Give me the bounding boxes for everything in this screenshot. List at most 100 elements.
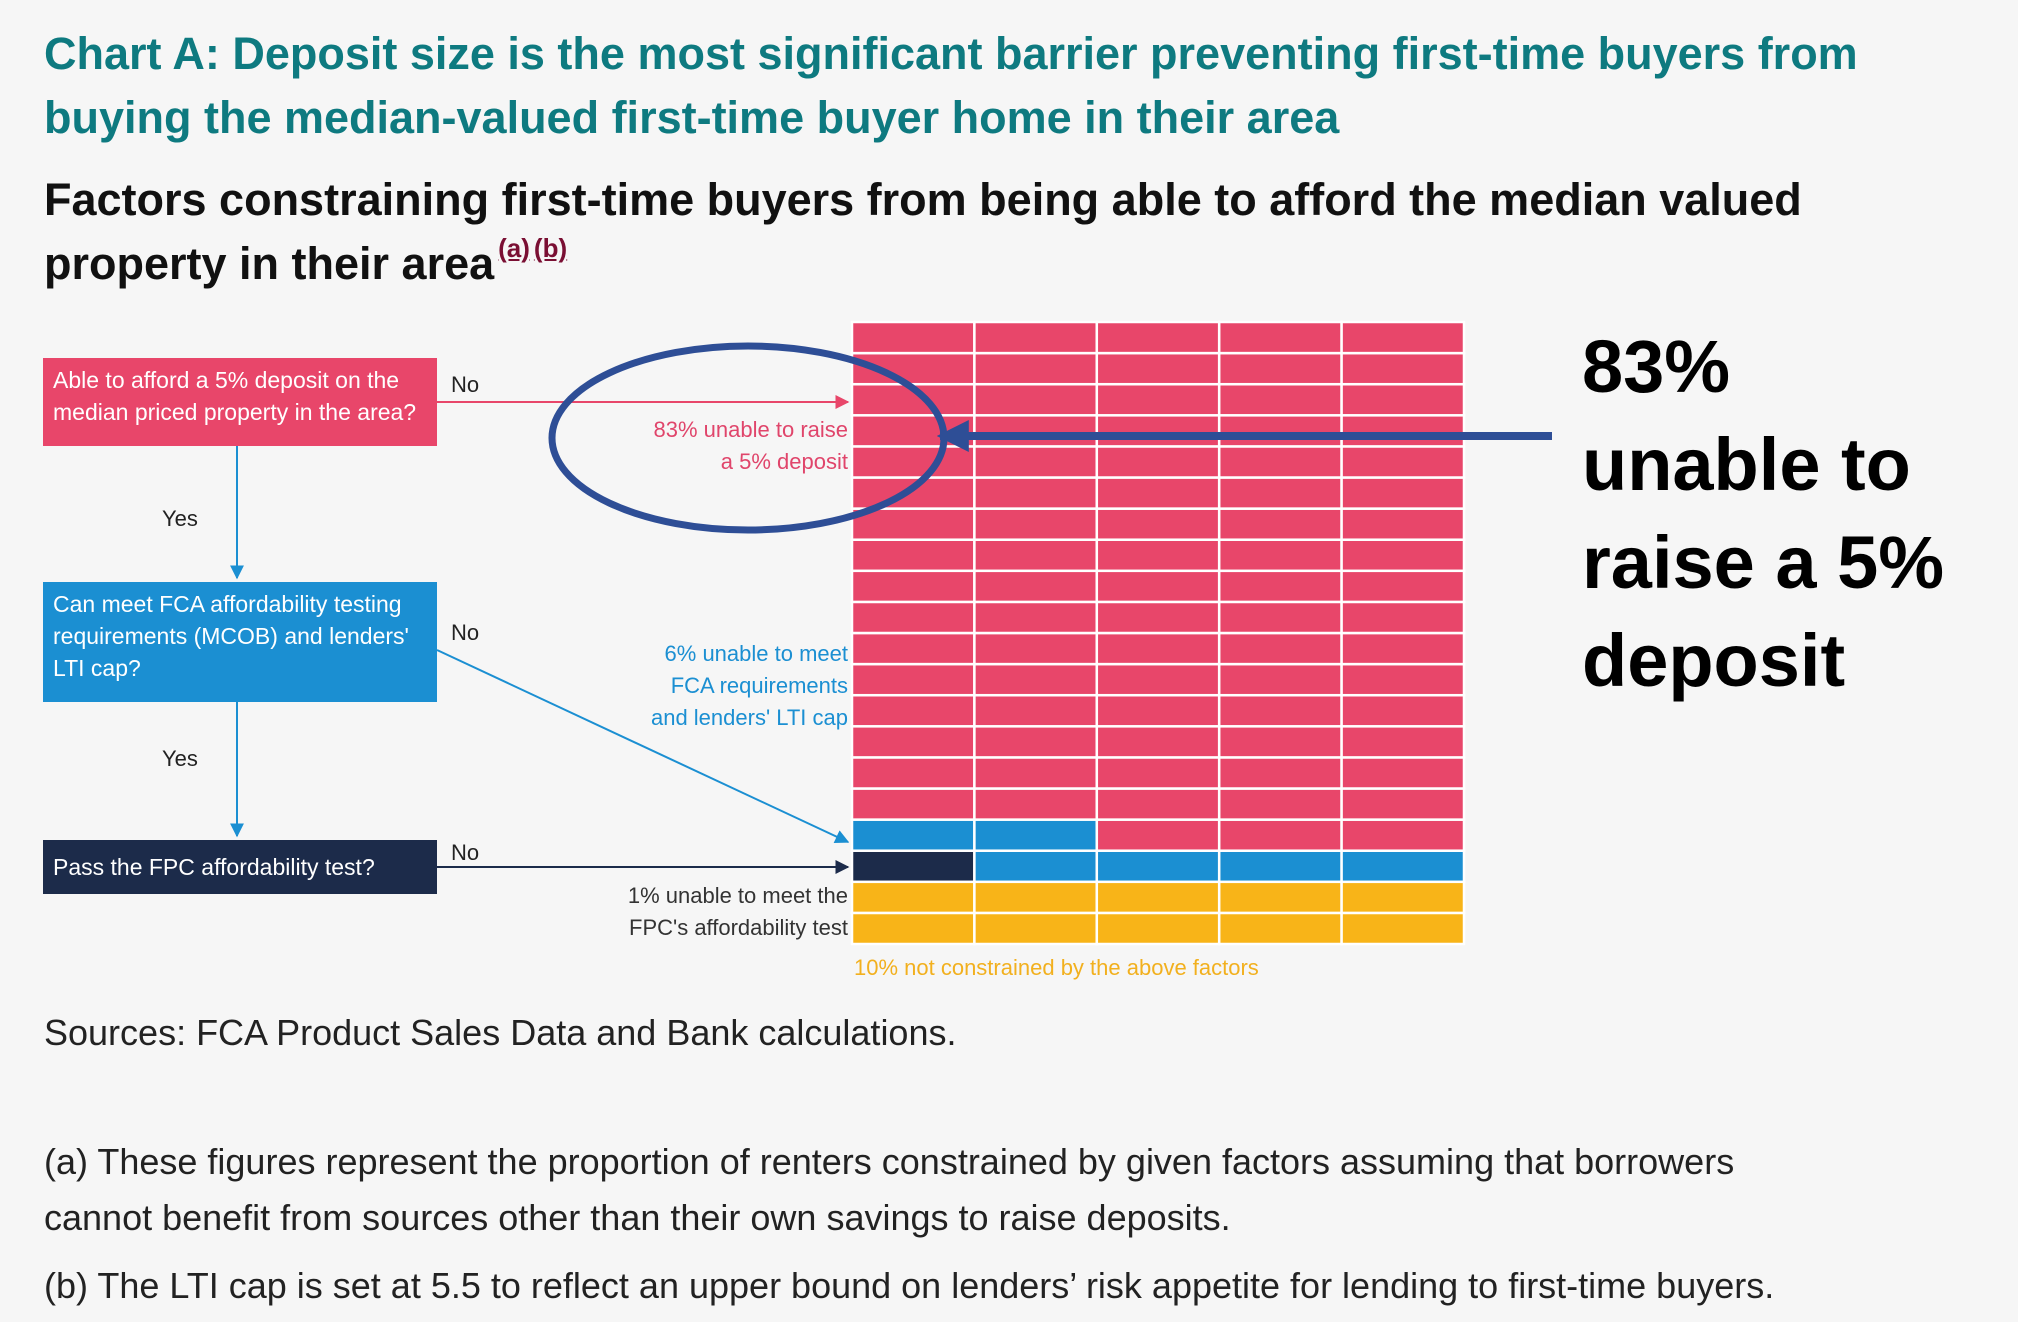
waffle-cell-deposit <box>850 662 976 697</box>
footnote-a: (a) These figures represent the proporti… <box>44 1134 2004 1246</box>
waffle-cell-deposit <box>973 725 1099 759</box>
waffle-cell-deposit <box>973 382 1099 417</box>
waffle-cell-deposit <box>973 631 1099 666</box>
chart-subtitle-text: Factors constraining first-time buyers f… <box>44 174 1802 289</box>
waffle-cell-deposit <box>1095 693 1221 728</box>
waffle-cell-deposit <box>973 787 1099 821</box>
no-label-fca: No <box>451 620 480 645</box>
waffle-cell-deposit <box>1217 507 1343 541</box>
fpc-note: 1% unable to meet the FPC's affordabilit… <box>540 880 848 944</box>
waffle-cell-deposit <box>973 569 1099 604</box>
waffle-cell-deposit <box>1095 569 1221 604</box>
waffle-cell-deposit <box>1095 662 1221 697</box>
waffle-cell-deposit <box>973 476 1099 510</box>
fpc-note-line2: FPC's affordability test <box>629 915 848 940</box>
waffle-cell-deposit <box>973 414 1099 448</box>
waffle-cell-deposit <box>1095 507 1221 541</box>
waffle-cell-deposit <box>1217 818 1343 852</box>
footnote-ref-a[interactable]: (a) <box>498 233 530 263</box>
waffle-cell-deposit <box>1340 693 1466 728</box>
yes-label-deposit: Yes <box>162 506 198 531</box>
no-label-deposit: No <box>451 372 480 397</box>
waffle-cell-deposit <box>1340 507 1466 541</box>
waffle-cell-deposit <box>850 725 976 759</box>
waffle-cell-deposit <box>1217 445 1343 479</box>
waffle-cell-deposit <box>850 538 976 573</box>
waffle-cell-deposit <box>1095 382 1221 417</box>
waffle-cell-deposit <box>850 631 976 666</box>
waffle-cell-deposit <box>973 600 1099 635</box>
waffle-cell-deposit <box>1217 538 1343 573</box>
waffle-cell-deposit <box>973 507 1099 541</box>
waffle-cell-deposit <box>1340 787 1466 821</box>
waffle-cell-unconstrained <box>1340 880 1466 915</box>
waffle-cell-fpc <box>850 849 976 884</box>
waffle-cell-deposit <box>973 320 1099 355</box>
waffle-cell-deposit <box>1217 351 1343 386</box>
waffle-cell-deposit <box>1095 476 1221 510</box>
callout-line1: 83% <box>1582 325 1731 408</box>
waffle-cell-deposit <box>1217 320 1343 355</box>
waffle-cell-deposit <box>1217 756 1343 790</box>
callout-text: 83% unable to raise a 5% deposit <box>1582 318 2002 710</box>
waffle-cell-deposit <box>1095 320 1221 355</box>
waffle-cell-deposit <box>1095 787 1221 821</box>
question-deposit-box: Able to afford a 5% deposit on the media… <box>43 358 437 446</box>
waffle-cell-deposit <box>973 351 1099 386</box>
waffle-cell-deposit <box>1217 631 1343 666</box>
callout-line4: deposit <box>1582 619 1846 702</box>
callout-line3: raise a 5% <box>1582 521 1945 604</box>
waffle-cell-deposit <box>973 538 1099 573</box>
waffle-cell-deposit <box>973 693 1099 728</box>
fca-note-line2: FCA requirements <box>670 673 848 698</box>
deposit-note-line2: a 5% deposit <box>720 449 848 474</box>
fpc-note-line1: 1% unable to meet the <box>627 883 848 908</box>
waffle-cell-deposit <box>1095 725 1221 759</box>
waffle-cell-deposit <box>1340 818 1466 852</box>
waffle-cell-deposit <box>1095 756 1221 790</box>
waffle-cell-deposit <box>850 756 976 790</box>
waffle-cell-deposit <box>1340 725 1466 759</box>
waffle-cell-deposit <box>850 787 976 821</box>
waffle-cell-deposit <box>1340 569 1466 604</box>
waffle-cell-deposit <box>1340 756 1466 790</box>
yes-label-fca: Yes <box>162 746 198 771</box>
waffle-cell-deposit <box>1095 600 1221 635</box>
waffle-cell-deposit <box>1340 631 1466 666</box>
waffle-cell-deposit <box>1217 569 1343 604</box>
waffle-cell-deposit <box>1340 538 1466 573</box>
waffle-cell-fca <box>1217 849 1343 884</box>
waffle-cell-deposit <box>1340 351 1466 386</box>
footnote-ref-b[interactable]: (b) <box>533 233 568 263</box>
deposit-note: 83% unable to raise a 5% deposit <box>560 414 848 478</box>
waffle-cell-fca <box>1340 849 1466 884</box>
callout-line2: unable to <box>1582 423 1911 506</box>
no-arrow-fca <box>436 649 850 844</box>
deposit-note-line1: 83% unable to raise <box>653 417 848 442</box>
waffle-cell-deposit <box>1095 538 1221 573</box>
question-fca-box: Can meet FCA affordability testing requi… <box>43 582 437 702</box>
footnote-a-line2: cannot benefit from sources other than t… <box>44 1197 1231 1238</box>
waffle-cell-unconstrained <box>850 911 976 946</box>
waffle-cell-deposit <box>850 414 976 448</box>
waffle-cell-deposit <box>1340 320 1466 355</box>
waffle-cell-fca <box>973 818 1099 852</box>
no-label-fpc: No <box>451 840 480 865</box>
waffle-cell-deposit <box>850 320 976 355</box>
waffle-cell-deposit <box>850 693 976 728</box>
footnote-a-line1: (a) These figures represent the proporti… <box>44 1141 1735 1182</box>
waffle-cell-deposit <box>1340 600 1466 635</box>
waffle-cell-deposit <box>1217 662 1343 697</box>
waffle-cell-deposit <box>1095 414 1221 448</box>
chart-title: Chart A: Deposit size is the most signif… <box>44 28 1858 143</box>
waffle-cell-deposit <box>973 756 1099 790</box>
question-fpc-box: Pass the FPC affordability test? <box>43 840 437 894</box>
waffle-cell-deposit <box>1217 414 1343 448</box>
waffle-cell-deposit <box>1095 445 1221 479</box>
waffle-cell-deposit <box>1217 600 1343 635</box>
waffle-cell-fca <box>973 849 1099 884</box>
waffle-cell-deposit <box>850 445 976 479</box>
waffle-cell-deposit <box>850 600 976 635</box>
